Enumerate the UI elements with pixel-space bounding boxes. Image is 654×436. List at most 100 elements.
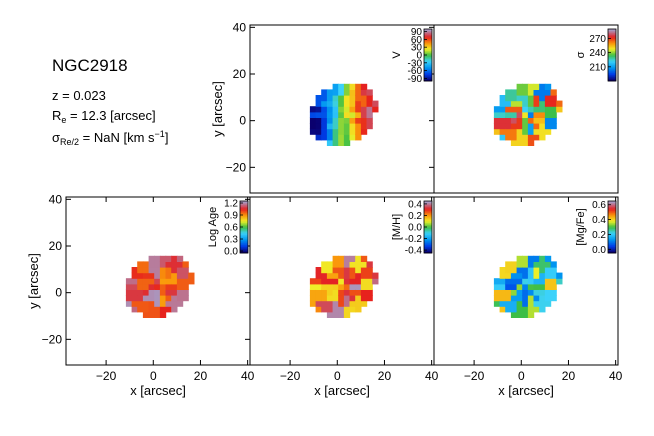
colorbar-swatch <box>608 241 616 244</box>
colorbar-tick-label: 240 <box>589 48 606 59</box>
colorbar-swatch <box>608 249 616 252</box>
colorbar-tick-label: 90 <box>411 27 423 38</box>
colorbar-swatch <box>608 223 616 226</box>
colorbar-swatch <box>424 231 432 234</box>
colorbar-swatch <box>240 235 248 238</box>
colorbar-swatch <box>424 211 432 214</box>
colorbar-swatch <box>424 223 432 226</box>
colorbar-swatch <box>424 73 432 76</box>
x-tick-label: −20 <box>280 369 301 383</box>
colorbar-swatch <box>424 39 432 42</box>
colorbar-swatch <box>240 229 248 232</box>
colorbar-swatch <box>424 75 432 78</box>
sigma-superscript: −1 <box>154 129 165 139</box>
colorbar-tick-label: 270 <box>589 34 606 45</box>
re-subscript: e <box>61 115 67 125</box>
plot-frame <box>433 196 619 366</box>
y-tick-label: 40 <box>233 20 247 34</box>
colorbar-swatch <box>240 203 248 206</box>
colorbar-swatch <box>424 217 432 220</box>
y-tick-label: −20 <box>42 332 63 346</box>
colorbar-swatch <box>424 61 432 64</box>
colorbar-swatch <box>608 43 616 46</box>
colorbar-swatch <box>608 247 616 250</box>
colorbar-swatch <box>424 57 432 60</box>
colorbar-swatch <box>240 227 248 230</box>
x-tick-label: 0 <box>150 369 157 383</box>
colorbar-swatch <box>608 229 616 232</box>
colorbar-swatch <box>424 35 432 38</box>
colorbar-swatch <box>424 221 432 224</box>
colorbar-swatch <box>424 213 432 216</box>
x-tick-label: 0 <box>518 369 525 383</box>
y-tick-label: 20 <box>233 67 247 81</box>
colorbar-label: σ <box>575 51 587 58</box>
colorbar-swatch <box>240 207 248 210</box>
colorbar-swatch <box>608 201 616 204</box>
colorbar-tick-label: 0.6 <box>224 223 238 234</box>
colorbar-swatch <box>608 31 616 34</box>
colorbar-swatch <box>424 51 432 54</box>
colorbar-tick-label: 0 <box>416 51 422 62</box>
x-tick-label: 20 <box>378 369 392 383</box>
sigma-suffix: = NaN [km s <box>79 130 155 145</box>
colorbar-swatch <box>424 55 432 58</box>
colorbar-swatch <box>608 35 616 38</box>
colorbar-swatch <box>424 225 432 228</box>
colorbar-swatch <box>240 213 248 216</box>
colorbar-swatch <box>424 237 432 240</box>
colorbar-swatch <box>608 75 616 78</box>
colorbar-swatch <box>608 225 616 228</box>
y-tick-label: 20 <box>49 239 63 253</box>
y-tick-label: 40 <box>49 192 63 206</box>
colorbar-swatch <box>608 73 616 76</box>
colorbar-swatch <box>424 207 432 210</box>
colorbar-swatch <box>424 243 432 246</box>
colorbar-swatch <box>608 57 616 60</box>
colorbar-tick-label: 0.0 <box>592 245 606 256</box>
colorbar-swatch <box>424 63 432 66</box>
colorbar-swatch <box>424 41 432 44</box>
effective-radius-label: Re = 12.3 [arcsec] <box>52 108 156 125</box>
colorbar-swatch <box>240 215 248 218</box>
colorbar-swatch <box>608 205 616 208</box>
colorbar-label: [Mg/Fe] <box>575 208 587 245</box>
colorbar-tick-label: 0.2 <box>592 230 606 241</box>
colorbar-swatch <box>240 251 248 254</box>
colorbar-swatch <box>240 237 248 240</box>
colorbar-swatch <box>608 237 616 240</box>
colorbar-swatch <box>424 79 432 82</box>
x-tick-label: −20 <box>96 369 117 383</box>
colorbar-swatch <box>608 51 616 54</box>
colorbar-swatch <box>240 247 248 250</box>
y-axis-label: y [arcsec] <box>26 253 41 309</box>
colorbar-swatch <box>240 243 248 246</box>
colorbar-swatch <box>424 239 432 242</box>
colorbar-swatch <box>424 53 432 56</box>
colorbar-swatch <box>424 249 432 252</box>
colorbar-swatch <box>608 219 616 222</box>
colorbar-swatch <box>424 47 432 50</box>
colorbar-swatch <box>424 205 432 208</box>
colorbar-swatch <box>608 211 616 214</box>
colorbar-swatch <box>608 63 616 66</box>
x-tick-label: 0 <box>334 369 341 383</box>
colorbar-swatch <box>424 215 432 218</box>
colorbar-label: [M/H] <box>391 214 403 240</box>
colorbar-swatch <box>240 231 248 234</box>
colorbar-swatch <box>608 207 616 210</box>
colorbar-tick-label: 0.3 <box>224 235 238 246</box>
colorbar-swatch <box>424 201 432 204</box>
colorbar-swatch <box>608 41 616 44</box>
colorbar-swatch <box>608 231 616 234</box>
colorbar-swatch <box>424 45 432 48</box>
colorbar-tick-label: -0.4 <box>405 246 423 257</box>
colorbar-swatch <box>608 47 616 50</box>
colorbar-tick-label: 210 <box>589 62 606 73</box>
colorbar-swatch <box>608 59 616 62</box>
colorbar-swatch <box>240 217 248 220</box>
colorbar-swatch <box>424 77 432 80</box>
colorbar-swatch <box>240 221 248 224</box>
